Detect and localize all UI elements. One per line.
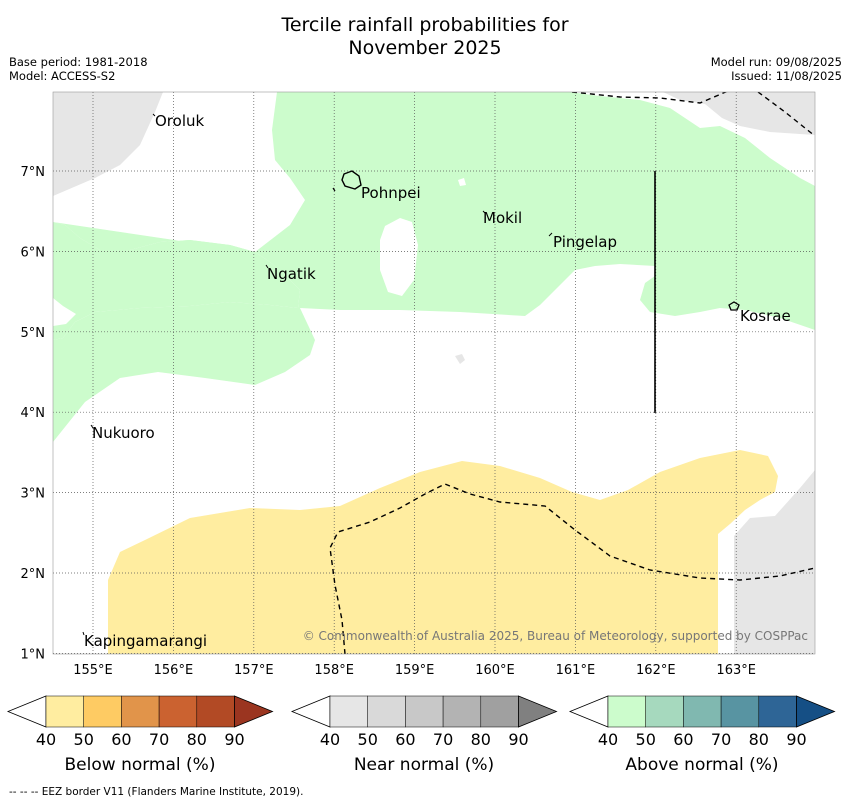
below-cb-max-extension (234, 695, 274, 728)
meta-right: Model run: 09/08/2025 Issued: 11/08/2025 (711, 55, 842, 83)
above-normal-regions (53, 92, 815, 442)
lat-tick-label: 7°N (21, 165, 46, 180)
label-pingelap: Pingelap (553, 233, 617, 251)
near-cb-tick: 70 (433, 730, 453, 749)
near-cb-min-extension (290, 695, 331, 728)
above-cb-tick: 90 (786, 730, 806, 749)
small-islet (332, 187, 336, 192)
colorbar-above-label: Above normal (%) (625, 755, 779, 775)
above-cb-segment (720, 695, 760, 728)
near-cb-tick: 40 (320, 730, 340, 749)
lon-tick-label: 155°E (73, 663, 113, 678)
kosrae-island-outline (728, 301, 740, 311)
label-kapingamarangi: Kapingamarangi (84, 632, 207, 650)
above-cb-tick: 70 (711, 730, 731, 749)
above-cb-min-extension (568, 695, 609, 728)
label-ngatik: Ngatik (267, 265, 316, 283)
below-cb-tick: 60 (111, 730, 131, 749)
near-cb-max-extension (518, 695, 558, 728)
below-cb-segment (83, 695, 122, 728)
base-period: Base period: 1981-2018 (9, 55, 148, 69)
small-no-data-patch (455, 354, 465, 364)
lat-tick-label: 2°N (21, 567, 46, 582)
below-cb-segment (121, 695, 160, 728)
label-kosrae: Kosrae (740, 307, 791, 325)
above-cb-tick: 60 (673, 730, 693, 749)
lon-tick-label: 163°E (716, 663, 756, 678)
lat-tick-label: 3°N (21, 487, 46, 502)
above-cb-segment (683, 695, 722, 728)
near-cb-segment (405, 695, 444, 728)
near-cb-segment (367, 695, 406, 728)
below-cb-tick: 50 (74, 730, 94, 749)
eez-footnote: -- -- -- EEZ border V11 (Flanders Marine… (9, 786, 304, 798)
below-cb-segment (196, 695, 235, 728)
below-cb-min-extension (6, 695, 47, 728)
above-cb-tick: 50 (636, 730, 656, 749)
pohnpei-island-outline (341, 170, 362, 190)
above-cb-segment (607, 695, 646, 728)
lat-tick-label: 4°N (21, 406, 46, 421)
lat-tick-label: 1°N (21, 647, 46, 662)
title-line-2: November 2025 (348, 37, 502, 59)
below-cb-segment (158, 695, 198, 728)
near-cb-tick: 50 (358, 730, 378, 749)
below-cb-tick: 90 (224, 730, 244, 749)
model-name: Model: ACCESS-S2 (9, 69, 116, 83)
near-cb-segment (329, 695, 368, 728)
lat-tick-label: 6°N (21, 245, 46, 260)
below-cb-segment (45, 695, 84, 728)
near-cb-tick: 90 (508, 730, 528, 749)
map-area (53, 92, 815, 654)
label-mokil: Mokil (483, 209, 522, 227)
above-cb-tick: 80 (749, 730, 769, 749)
near-cb-segment (480, 695, 519, 728)
islet-markers (82, 113, 553, 636)
lat-tick-label: 5°N (21, 326, 46, 341)
white-gaps (53, 178, 466, 326)
above-cb-tick: 40 (598, 730, 618, 749)
colorbar-near-label: Near normal (%) (353, 755, 495, 775)
colorbar-below-normal: 40 50 60 70 80 90 (6, 695, 274, 749)
label-oroluk: Oroluk (155, 112, 204, 130)
lon-tick-label: 161°E (556, 663, 596, 678)
label-pohnpei: Pohnpei (361, 184, 421, 202)
below-normal-region (108, 450, 778, 654)
below-cb-tick: 40 (36, 730, 56, 749)
lon-tick-label: 158°E (314, 663, 354, 678)
colorbar-above-normal: 40 50 60 70 80 90 (568, 695, 836, 749)
longitude-labels: 155°E 156°E 157°E 158°E 159°E 160°E 161°E 162°E… (73, 663, 756, 678)
title-line-1: Tercile rainfall probabilities for (281, 14, 569, 36)
meta-left: Base period: 1981-2018 Model: ACCESS-S2 (9, 55, 148, 83)
map-frame (52, 91, 816, 655)
below-cb-tick: 70 (149, 730, 169, 749)
colorbar-below-label: Below normal (%) (64, 755, 216, 775)
lon-tick-label: 159°E (395, 663, 435, 678)
near-cb-segment (442, 695, 482, 728)
above-cb-segment (645, 695, 684, 728)
chart-title: Tercile rainfall probabilities for Novem… (0, 14, 850, 60)
issued-date: Issued: 11/08/2025 (731, 69, 842, 83)
near-cb-tick: 60 (395, 730, 415, 749)
colorbar-near-normal: 40 50 60 70 80 90 (290, 695, 558, 749)
lon-tick-label: 156°E (154, 663, 194, 678)
lon-tick-label: 157°E (234, 663, 274, 678)
above-cb-segment (758, 695, 797, 728)
lon-tick-label: 162°E (636, 663, 676, 678)
near-cb-tick: 80 (471, 730, 491, 749)
copyright-notice: © Commonwealth of Australia 2025, Bureau… (303, 629, 808, 643)
latitude-labels: 7°N 6°N 5°N 4°N 3°N 2°N 1°N (21, 165, 46, 662)
below-cb-tick: 80 (187, 730, 207, 749)
label-nukuoro: Nukuoro (92, 424, 155, 442)
above-cb-max-extension (796, 695, 836, 728)
eez-borders (329, 92, 815, 654)
lon-tick-label: 160°E (475, 663, 515, 678)
graticule (53, 92, 815, 654)
model-run: Model run: 09/08/2025 (710, 55, 842, 69)
